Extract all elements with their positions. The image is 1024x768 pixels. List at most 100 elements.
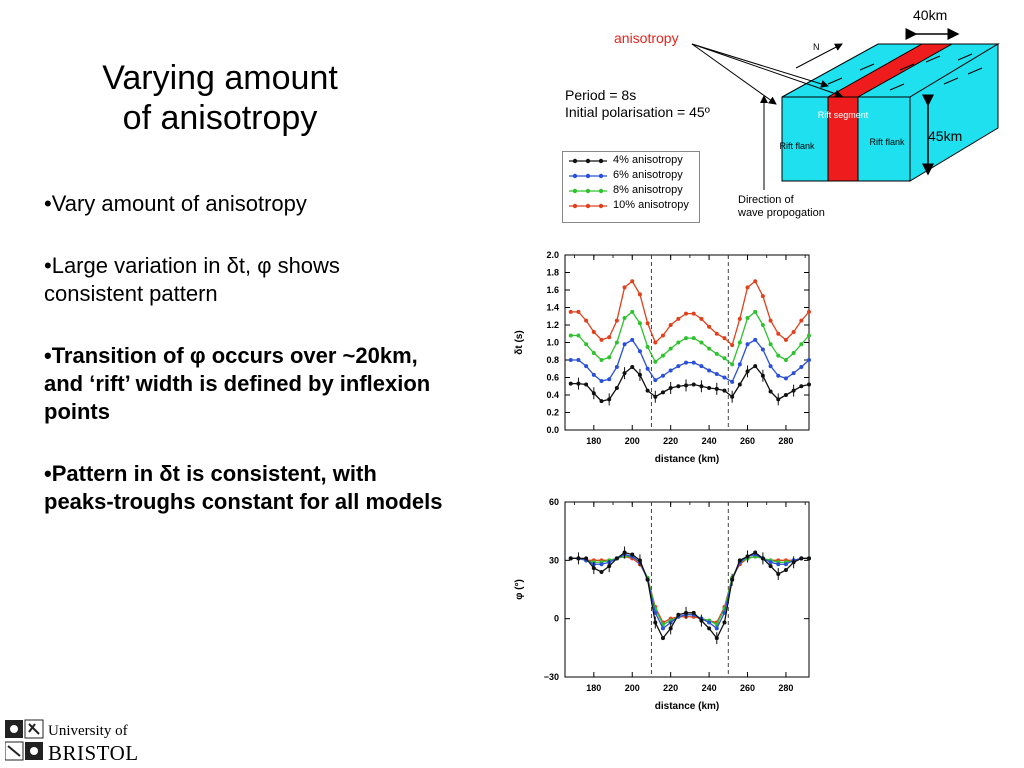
- data-point: [799, 318, 804, 323]
- data-point: [776, 373, 781, 378]
- bullet-3: •Transition of φ occurs over ~20km, and …: [44, 343, 431, 424]
- rift-segment-label: Rift segment: [818, 110, 869, 120]
- y-tick-label: 1.2: [546, 320, 559, 330]
- y-tick-label: 60: [549, 497, 559, 507]
- data-point: [722, 375, 727, 380]
- data-point: [807, 333, 811, 338]
- data-point: [745, 285, 750, 290]
- period-text: Period = 8s: [565, 87, 637, 103]
- data-point: [584, 318, 589, 323]
- data-point: [630, 279, 635, 284]
- chart-legend: 4% anisotropy 6% anisotropy 8% anisotropy 1…: [562, 151, 700, 223]
- data-point: [584, 342, 589, 347]
- series-line: [570, 280, 810, 347]
- data-point: [614, 386, 619, 390]
- data-point: [653, 359, 658, 364]
- data-point: [630, 365, 635, 369]
- data-point: [730, 343, 735, 348]
- direction-line1: Direction of: [738, 194, 795, 206]
- logo-text-line2: BRISTOL: [48, 741, 139, 765]
- data-point: [576, 333, 581, 338]
- data-point: [745, 316, 750, 320]
- data-point: [753, 550, 758, 555]
- data-point: [714, 331, 719, 336]
- data-point: [668, 346, 673, 351]
- data-point: [691, 360, 696, 365]
- x-tick-label: 280: [778, 436, 793, 446]
- data-point: [584, 382, 589, 387]
- series-line: [570, 551, 809, 640]
- data-point: [599, 337, 604, 342]
- x-tick-label: 260: [740, 436, 755, 446]
- title-line-2: of anisotropy: [122, 99, 318, 137]
- data-point: [668, 323, 673, 327]
- data-point: [599, 562, 604, 567]
- data-point: [568, 358, 573, 362]
- data-point: [807, 358, 811, 362]
- series-line: [570, 339, 810, 383]
- legend-label: 10% anisotropy: [613, 199, 689, 211]
- data-point: [722, 356, 727, 361]
- data-point: [614, 556, 619, 561]
- legend-item: 6% anisotropy: [563, 169, 699, 182]
- data-point: [714, 626, 719, 631]
- data-point: [684, 336, 689, 341]
- data-point: [607, 335, 612, 340]
- data-point: [768, 364, 773, 369]
- data-point: [768, 318, 773, 323]
- data-point: [776, 353, 781, 358]
- data-point: [791, 351, 796, 355]
- data-point: [668, 368, 673, 373]
- data-point: [691, 336, 696, 341]
- y-tick-label: 0.8: [546, 355, 559, 365]
- data-point: [722, 620, 727, 625]
- block-front-red: [827, 96, 859, 182]
- x-tick-label: 200: [625, 436, 640, 446]
- data-point: [722, 336, 727, 341]
- data-point: [653, 340, 658, 345]
- y-tick-label: 2.0: [546, 250, 559, 260]
- data-point: [676, 340, 681, 345]
- data-point: [660, 373, 665, 378]
- data-point: [660, 626, 665, 631]
- rift-model-diagram: anisotropy 40km 45km N Rift segment Rift…: [614, 7, 1000, 219]
- data-point: [753, 309, 758, 314]
- phi-symbol: φ: [189, 343, 206, 368]
- x-tick-label: 180: [586, 436, 601, 446]
- legend-item: 10% anisotropy: [563, 199, 699, 212]
- data-point: [660, 636, 665, 641]
- data-point: [730, 379, 735, 384]
- data-point: [783, 376, 788, 381]
- legend-swatch: [569, 158, 607, 164]
- y-tick-label: 1.0: [546, 338, 559, 348]
- bullet-4: •Pattern in δt is consistent, with peaks…: [44, 461, 443, 514]
- data-point: [622, 285, 627, 290]
- depth-label: 45km: [928, 128, 962, 144]
- y-axis-label: δt (s): [514, 330, 525, 354]
- data-point: [714, 372, 719, 376]
- data-point: [791, 330, 796, 334]
- y-tick-label: 0.2: [546, 408, 559, 418]
- data-point: [676, 384, 681, 389]
- data-point: [645, 366, 650, 371]
- bullet-1: •Vary amount of anisotropy: [44, 191, 307, 216]
- data-point: [707, 368, 712, 373]
- data-point: [699, 340, 704, 345]
- data-point: [791, 371, 796, 376]
- data-point: [691, 382, 696, 387]
- data-point: [760, 294, 765, 299]
- bullet-2: •Large variation in δt, φ shows consiste…: [44, 253, 340, 306]
- series-line: [570, 310, 810, 366]
- y-tick-label: 1.4: [546, 303, 559, 313]
- x-tick-label: 220: [663, 683, 678, 693]
- anisotropy-label: anisotropy: [614, 30, 679, 46]
- legend-swatch: [569, 203, 607, 209]
- legend-swatch: [569, 173, 607, 179]
- data-point: [745, 342, 750, 347]
- data-point: [584, 364, 589, 369]
- data-point: [599, 358, 604, 362]
- data-point: [783, 393, 788, 397]
- data-point: [591, 351, 596, 355]
- delta-symbol: δ: [159, 461, 173, 486]
- legend-swatch: [569, 188, 607, 194]
